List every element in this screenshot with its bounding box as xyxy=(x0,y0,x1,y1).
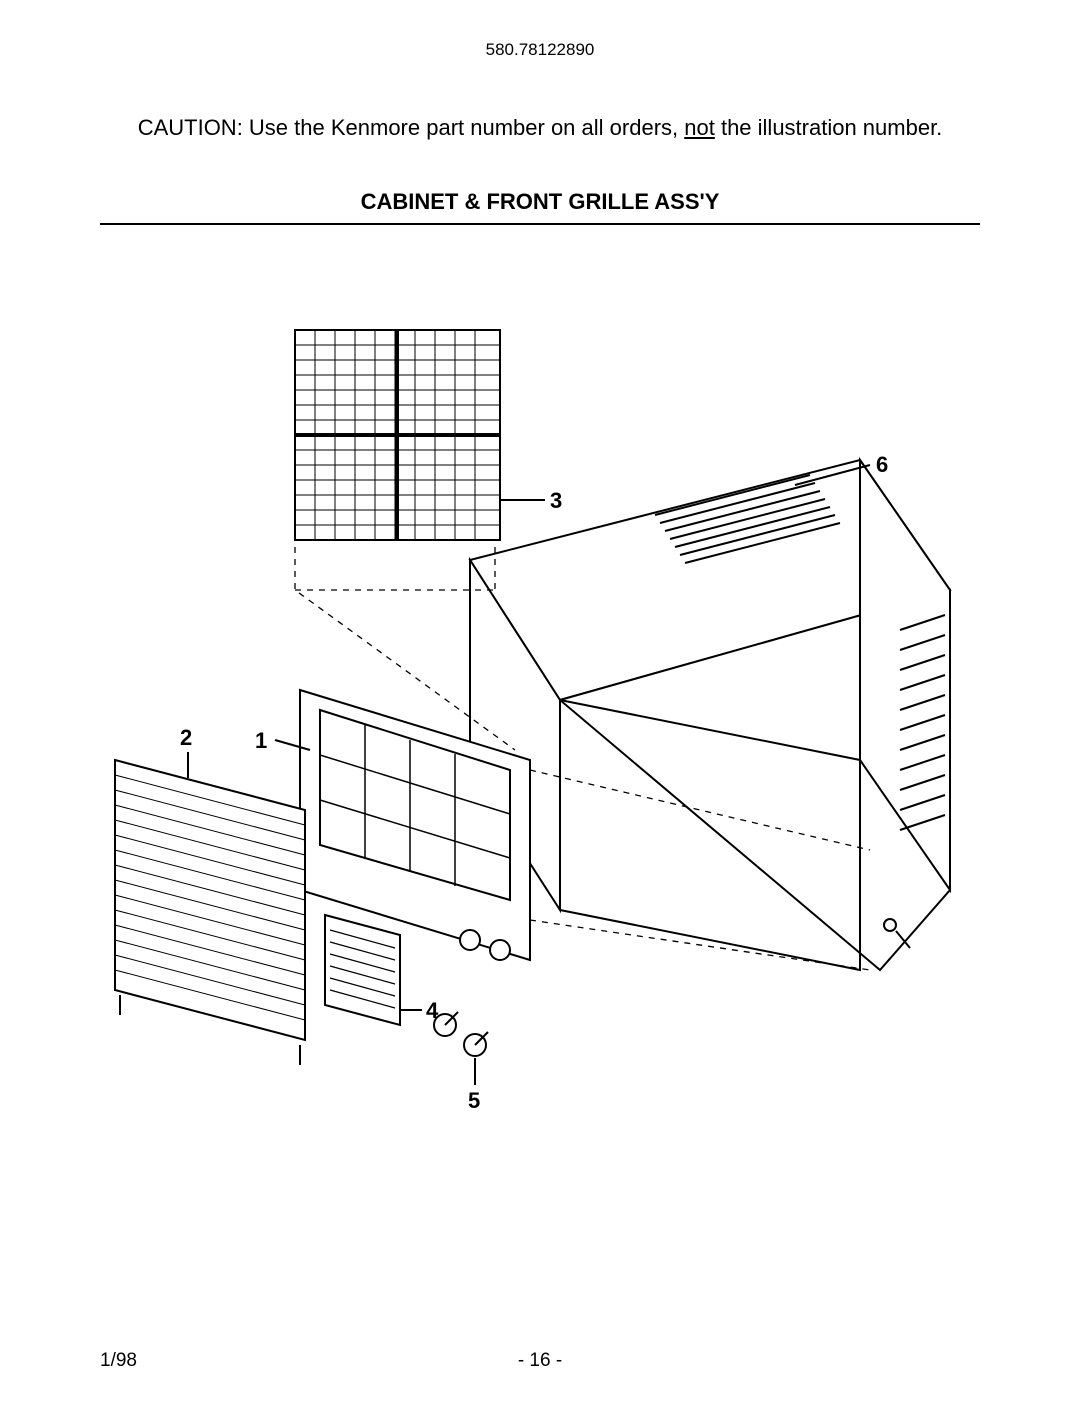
title-block: CABINET & FRONT GRILLE ASS'Y xyxy=(100,189,980,225)
caution-emphasis: not xyxy=(684,115,715,140)
callout-1: 1 xyxy=(255,728,267,754)
callout-4: 4 xyxy=(426,998,438,1024)
callout-5: 5 xyxy=(468,1088,480,1114)
footer-date: 1/98 xyxy=(100,1350,220,1372)
callout-6: 6 xyxy=(876,452,888,478)
diagram-title: CABINET & FRONT GRILLE ASS'Y xyxy=(100,189,980,223)
caution-suffix: the illustration number. xyxy=(715,115,942,140)
caution-prefix: CAUTION: Use the Kenmore part number on … xyxy=(138,115,685,140)
footer-page: - 16 - xyxy=(220,1350,860,1372)
footer-right xyxy=(860,1350,980,1372)
title-rule xyxy=(100,223,980,225)
diagram-svg xyxy=(100,270,980,1140)
callout-3: 3 xyxy=(550,488,562,514)
callout-2: 2 xyxy=(180,725,192,751)
exploded-diagram: 1 2 3 4 5 6 xyxy=(100,270,980,1140)
caution-text: CAUTION: Use the Kenmore part number on … xyxy=(100,115,980,141)
model-number: 580.78122890 xyxy=(100,40,980,60)
page-footer: 1/98 - 16 - xyxy=(100,1350,980,1372)
